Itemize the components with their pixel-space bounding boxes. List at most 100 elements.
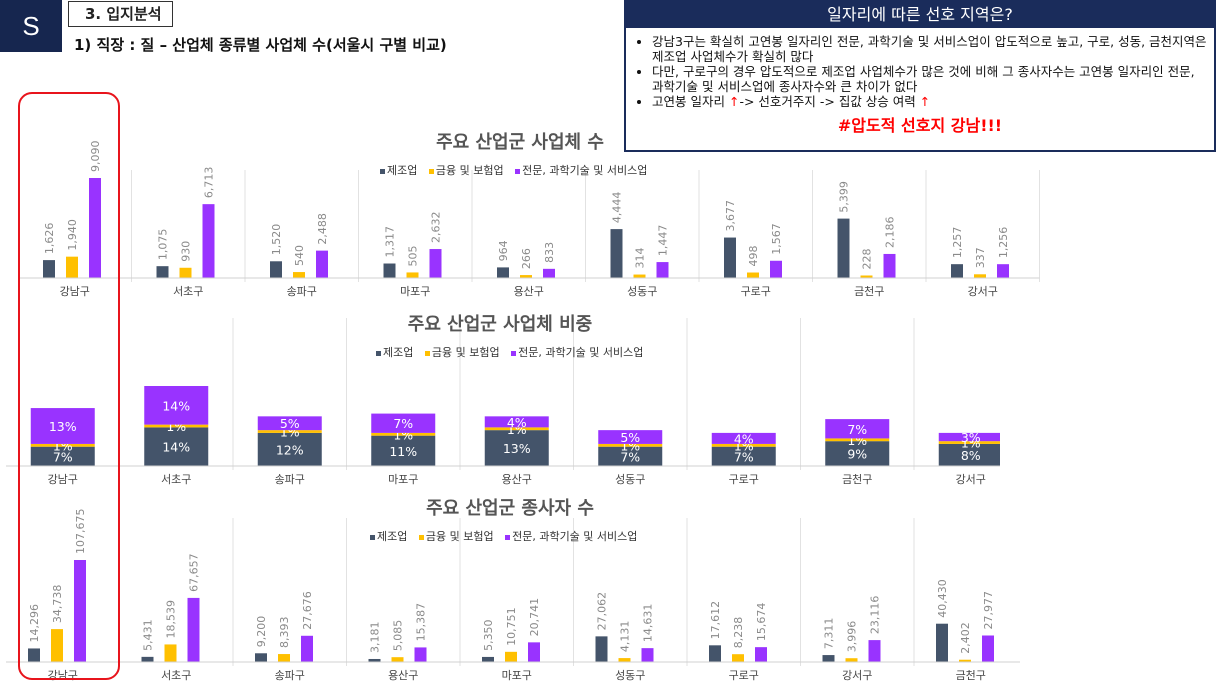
chart-legend: 제조업 금융 및 보험업 전문, 과학기술 및 서비스업 <box>376 344 651 360</box>
bar <box>982 635 994 662</box>
stack-segment <box>30 443 95 447</box>
legend-swatch <box>515 168 521 174</box>
section-label: 3. 입지분석 <box>68 1 173 27</box>
data-label: 1,317 <box>384 226 397 257</box>
data-label: 1,626 <box>43 223 56 255</box>
bar <box>28 648 40 662</box>
chart-legend: 제조업 금융 및 보험업 전문, 과학기술 및 서비스업 <box>380 162 655 178</box>
bar <box>66 256 78 278</box>
data-label: 5,350 <box>482 619 495 651</box>
data-label: 7% <box>620 449 640 464</box>
stack-segment <box>257 430 322 433</box>
insight-text: -> 선호거주지 -> 집값 상승 여력 <box>739 94 920 109</box>
chart-plot: 1,626 1,940 9,090 강남구 1,075 930 6,713 서초구 1,520 5… <box>18 141 1040 298</box>
stack-segment <box>371 435 436 466</box>
legend-swatch <box>380 168 385 174</box>
stack-segment <box>711 443 776 447</box>
category-label: 강남구 <box>48 473 78 486</box>
category-label: 구로구 <box>729 669 759 682</box>
stack-segment <box>825 419 890 439</box>
data-label: 1,567 <box>770 223 783 255</box>
insight-bullet: 다만, 구로구의 경우 압도적으로 제조업 사업체수가 많은 것에 비해 그 종… <box>652 64 1208 94</box>
data-label: 7% <box>53 449 73 464</box>
category-label: 강남구 <box>60 285 90 298</box>
bar <box>618 658 631 662</box>
bar <box>724 237 736 278</box>
data-label: 2,488 <box>316 213 329 245</box>
stack-segment <box>938 443 1003 466</box>
category-label: 강서구 <box>968 285 998 298</box>
bar <box>755 647 767 662</box>
data-label: 14,631 <box>642 604 655 643</box>
data-label: 505 <box>407 245 420 266</box>
bar <box>429 249 442 278</box>
stack-segment <box>371 432 436 436</box>
bar <box>860 275 873 278</box>
data-label: 3,181 <box>369 621 382 653</box>
data-label: 107,675 <box>74 509 87 555</box>
stack-segment <box>825 441 890 466</box>
category-label: 용산구 <box>502 473 532 486</box>
bar <box>43 260 55 278</box>
data-label: 27,977 <box>982 591 995 630</box>
legend-entry: 전문, 과학기술 및 서비스업 <box>518 346 644 359</box>
bar <box>633 274 646 278</box>
data-label: 15,674 <box>755 603 768 642</box>
legend-swatch <box>424 350 430 356</box>
bar <box>520 275 532 278</box>
chart-employee-count: 주요 산업군 종사자 수 제조업 금융 및 보험업 전문, 과학기술 및 서비스… <box>0 490 1028 684</box>
data-label: 5% <box>280 416 300 431</box>
data-label: 4,444 <box>611 192 624 224</box>
data-label: 4% <box>734 431 754 446</box>
data-label: 14,296 <box>28 604 41 643</box>
bar <box>505 651 517 662</box>
stack-segment <box>144 386 209 425</box>
chart-business-count: 주요 산업군 사업체 수 제조업 금융 및 보험업 전문, 과학기술 및 서비스… <box>0 124 1040 300</box>
bar <box>270 261 282 278</box>
data-label: 4% <box>507 415 527 430</box>
bar <box>179 267 192 278</box>
legend-swatch <box>370 534 375 540</box>
bar <box>709 645 721 662</box>
category-label: 마포구 <box>400 285 430 298</box>
insight-bullet: 강남3구는 확실히 고연봉 일자리인 전문, 과학기술 및 서비스업이 압도적으… <box>652 34 1208 64</box>
bar <box>959 659 971 662</box>
stack-segment <box>938 432 1003 442</box>
chart-legend: 제조업 금융 및 보험업 전문, 과학기술 및 서비스업 <box>370 528 645 544</box>
data-label: 23,116 <box>869 596 882 635</box>
chart-business-share: 주요 산업군 사업체 비중 제조업 금융 및 보험업 전문, 과학기술 및 서비… <box>0 306 1028 490</box>
stack-segment <box>598 446 663 466</box>
bar <box>883 253 896 278</box>
stack-segment <box>938 441 1003 444</box>
data-label: 9,200 <box>255 616 268 648</box>
data-label: 1,075 <box>157 229 170 261</box>
data-label: 3,677 <box>724 200 737 232</box>
bar <box>770 260 782 278</box>
bar <box>164 644 177 662</box>
data-label: 228 <box>861 248 874 269</box>
data-label: 14% <box>162 440 190 455</box>
stack-segment <box>257 416 322 431</box>
up-arrow-icon: ↑ <box>919 94 931 109</box>
stack-segment <box>484 416 549 428</box>
stack-segment <box>598 443 663 447</box>
data-label: 5,085 <box>392 620 405 652</box>
bar <box>89 178 101 278</box>
bar <box>74 560 86 662</box>
bar <box>936 623 948 662</box>
category-label: 구로구 <box>729 473 759 486</box>
gangnam-highlight-frame <box>18 92 120 680</box>
data-label: 7% <box>847 422 867 437</box>
data-label: 337 <box>974 247 987 268</box>
data-label: 13% <box>503 441 531 456</box>
stack-segment <box>30 446 95 466</box>
data-label: 13% <box>49 419 77 434</box>
data-label: 1,447 <box>657 225 670 257</box>
stack-segment <box>711 446 776 466</box>
bar <box>391 657 404 662</box>
bar <box>732 654 744 662</box>
data-label: 1,257 <box>951 227 964 259</box>
category-label: 성동구 <box>627 285 657 298</box>
data-label: 1,940 <box>66 219 79 251</box>
data-label: 27,062 <box>596 592 609 631</box>
